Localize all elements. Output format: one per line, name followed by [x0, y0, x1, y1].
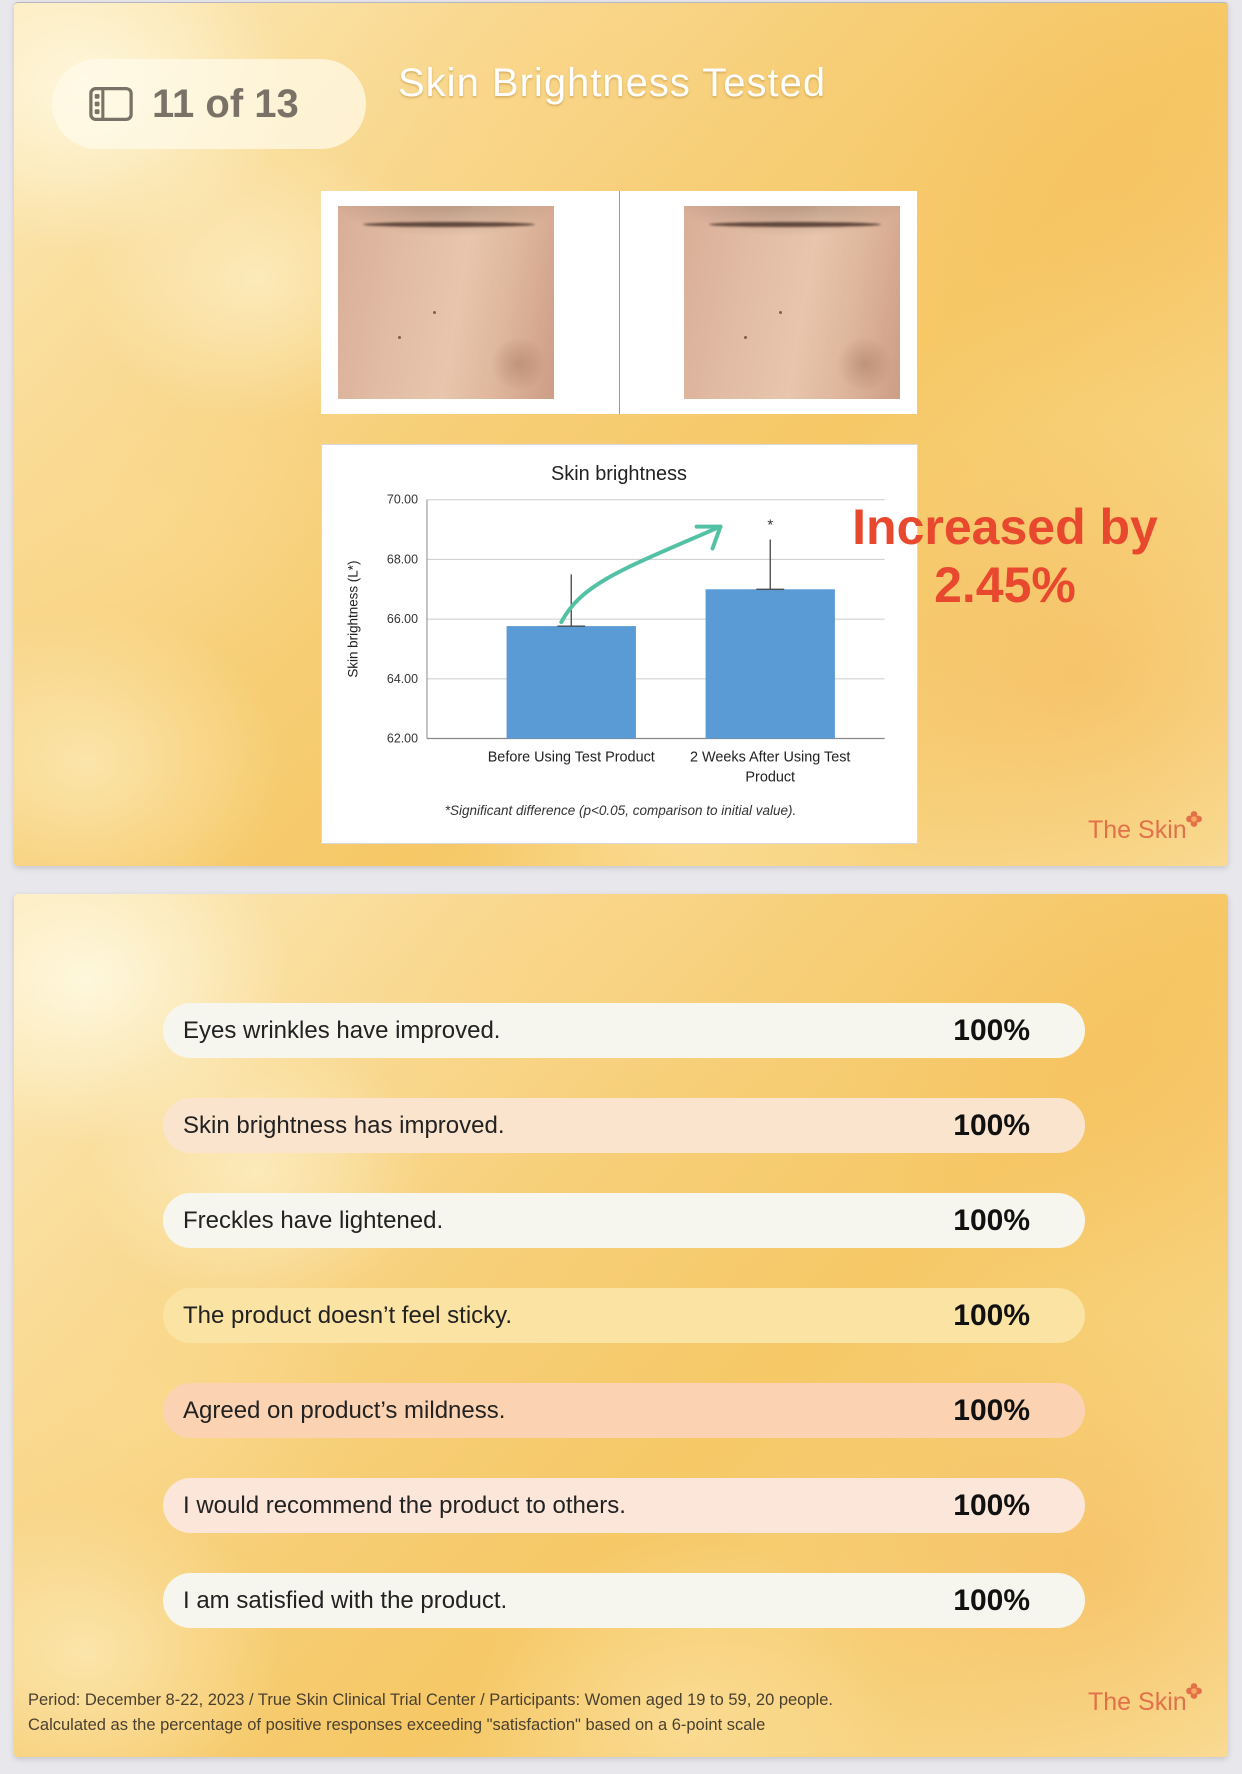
svg-text:Skin brightness (L*): Skin brightness (L*) [345, 561, 360, 678]
svg-text:Before Using Test Product: Before Using Test Product [488, 749, 655, 765]
svg-text:2 Weeks After Using Test: 2 Weeks After Using Test [690, 749, 850, 765]
svg-text:70.00: 70.00 [387, 493, 418, 507]
svg-text:62.00: 62.00 [387, 732, 418, 746]
svg-text:68.00: 68.00 [387, 552, 418, 566]
svg-text:*: * [767, 517, 773, 534]
svg-text:Product: Product [745, 769, 795, 785]
svg-text:Skin brightness: Skin brightness [551, 463, 687, 485]
svg-text:66.00: 66.00 [387, 612, 418, 626]
svg-text:64.00: 64.00 [387, 672, 418, 686]
